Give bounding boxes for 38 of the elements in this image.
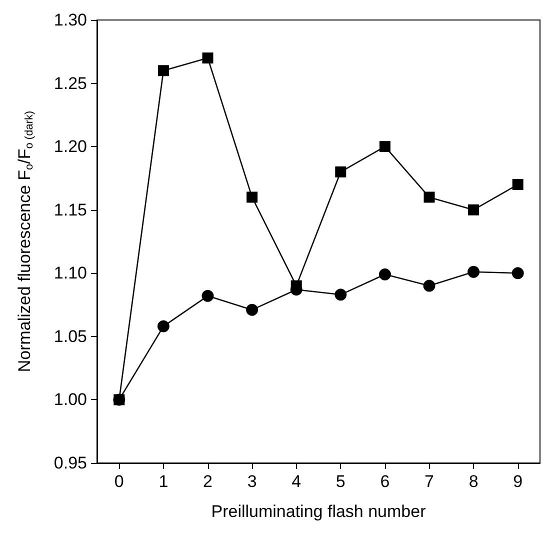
- x-axis-title: Preilluminating flash number: [211, 502, 426, 521]
- x-tick-label: 2: [203, 472, 212, 491]
- x-tick-label: 3: [247, 472, 257, 491]
- x-tick-label: 6: [380, 472, 390, 491]
- point: [424, 192, 435, 203]
- x-tick-label: 5: [336, 472, 346, 491]
- x-tick-label: 0: [114, 472, 124, 491]
- y-tick-label: 1.15: [54, 200, 87, 220]
- point: [468, 266, 480, 278]
- x-tick-label: 9: [513, 472, 523, 491]
- point: [202, 290, 214, 302]
- y-tick-label: 1.10: [54, 264, 87, 283]
- point: [202, 52, 214, 64]
- point: [157, 320, 170, 332]
- point: [246, 192, 258, 203]
- point: [423, 280, 436, 292]
- y-tick-label: 1.30: [54, 10, 87, 30]
- point: [379, 141, 390, 152]
- point: [378, 268, 391, 280]
- y-tick-label: 1.00: [54, 390, 87, 410]
- y-tick-label: 1.05: [54, 326, 87, 346]
- point: [468, 204, 480, 216]
- x-tick-label: 1: [158, 472, 168, 491]
- y-tick-label: 1.20: [54, 137, 87, 156]
- point: [512, 267, 524, 280]
- x-tick-label: 8: [468, 472, 478, 491]
- point: [334, 288, 347, 301]
- point: [114, 394, 125, 406]
- point: [158, 65, 169, 76]
- point: [290, 280, 302, 292]
- point: [512, 179, 524, 190]
- x-tick-label: 7: [424, 472, 434, 491]
- x-tick-label: 4: [292, 472, 302, 491]
- y-tick-label: 0.95: [54, 454, 87, 472]
- y-tick-label: 1.25: [54, 74, 87, 93]
- point: [246, 304, 258, 316]
- point: [335, 166, 346, 178]
- y-axis-title: Normalized fluorescence Fo/Fo (dark): [15, 110, 36, 372]
